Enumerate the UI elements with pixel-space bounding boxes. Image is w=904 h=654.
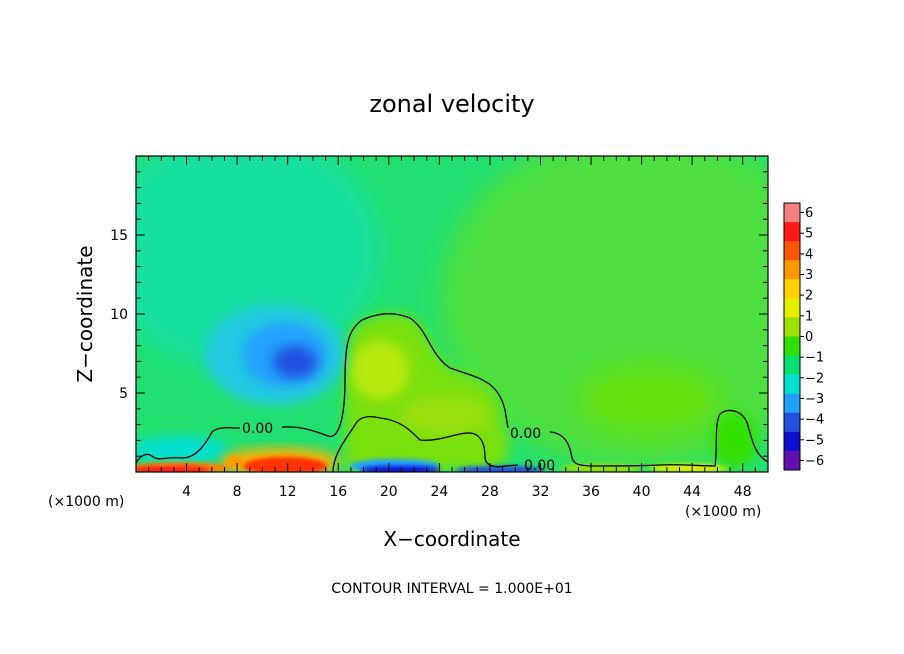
- contour-interval-note: CONTOUR INTERVAL = 1.000E+01: [331, 581, 572, 597]
- colorbar-swatch: [784, 431, 800, 452]
- x-tick-label: 20: [380, 484, 398, 500]
- colorbar-swatch: [784, 317, 800, 337]
- contour-label: 0.00: [510, 426, 541, 442]
- x-tick-label: 4: [182, 484, 191, 500]
- colorbar-swatch: [784, 355, 800, 376]
- x-axis-label: X−coordinate: [383, 527, 520, 551]
- colorbar-swatch: [784, 298, 800, 318]
- colorbar-label: 3: [805, 268, 813, 283]
- chart-title: zonal velocity: [369, 90, 534, 118]
- colorbar-label: 1: [805, 309, 813, 324]
- y-tick-label: 5: [119, 386, 128, 402]
- y-tick-label: 15: [110, 228, 128, 244]
- x-tick-label: 48: [734, 484, 752, 500]
- contour-label: 0.00: [242, 421, 273, 437]
- colorbar-label: 2: [805, 289, 813, 304]
- colorbar-swatch: [784, 203, 800, 223]
- x-tick-label: 12: [279, 484, 297, 500]
- colorbar-swatch: [784, 336, 800, 356]
- x-units-label-left: (×1000 m): [48, 494, 124, 510]
- colorbar-label: −1: [805, 351, 824, 366]
- x-tick-label: 8: [233, 484, 242, 500]
- x-tick-label: 40: [633, 484, 651, 500]
- x-tick-label: 44: [683, 484, 701, 500]
- colorbar-swatch: [784, 412, 800, 433]
- x-units-label-right: (×1000 m): [685, 504, 761, 520]
- colorbar-swatch: [784, 393, 800, 414]
- colorbar-label: 5: [805, 227, 813, 242]
- plot-area: [136, 156, 768, 472]
- colorbar-label: −5: [805, 433, 824, 448]
- x-tick-label: 28: [481, 484, 499, 500]
- colorbar-label: −2: [805, 371, 824, 386]
- colorbar-swatch: [784, 222, 800, 242]
- colorbar-label: 0: [805, 330, 813, 345]
- x-tick-label: 36: [582, 484, 600, 500]
- x-tick-label: 32: [532, 484, 550, 500]
- colorbar: 6 5 4 3 2 1 0 −1 −2 −3 −4 −5 −6: [783, 202, 824, 471]
- y-axis-label: Z−coordinate: [73, 245, 97, 382]
- x-tick-label: 24: [430, 484, 448, 500]
- colorbar-swatch: [784, 279, 800, 299]
- y-tick-label: 10: [110, 307, 128, 323]
- contour-lines: [136, 313, 768, 472]
- colorbar-label: −4: [805, 413, 824, 428]
- colorbar-swatch: [784, 374, 800, 395]
- contour-label: 0.00: [524, 458, 555, 474]
- colorbar-label: 6: [805, 206, 813, 221]
- colorbar-swatch: [784, 450, 800, 471]
- colorbar-swatch: [784, 241, 800, 261]
- colorbar-label: −6: [805, 454, 824, 469]
- x-tick-label: 16: [329, 484, 347, 500]
- colorbar-label: −3: [805, 392, 824, 407]
- colorbar-label: 4: [805, 247, 813, 262]
- colorbar-swatch: [784, 260, 800, 280]
